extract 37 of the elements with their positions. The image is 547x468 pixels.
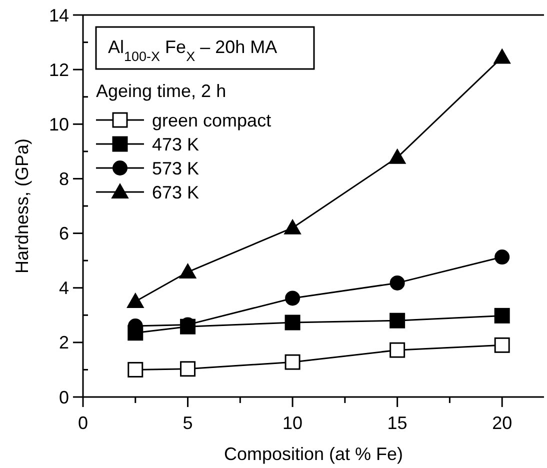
y-tick-label: 6 xyxy=(58,224,69,244)
annotation: Al$_{100-X}$ Fe$_{X}$ – 20h MA xyxy=(108,37,278,64)
point xyxy=(390,342,406,358)
point xyxy=(494,308,510,324)
point xyxy=(128,362,144,378)
x-tick-label: 15 xyxy=(387,413,408,433)
point xyxy=(494,48,511,64)
point xyxy=(179,264,196,279)
legend-label: 473 K xyxy=(152,134,200,154)
legend-label: 573 K xyxy=(152,158,200,178)
point xyxy=(390,312,406,328)
x-tick-label: 20 xyxy=(492,413,512,433)
point xyxy=(390,275,405,290)
y-tick-label: 12 xyxy=(48,60,69,80)
x-tick-label: 10 xyxy=(282,413,303,433)
legend-label: 673 K xyxy=(152,182,200,202)
y-axis-title: Hardness, (GPa) xyxy=(12,138,32,274)
y-tick-label: 8 xyxy=(58,169,69,190)
point xyxy=(180,361,196,377)
legend-title: Ageing time, 2 h xyxy=(96,81,226,101)
legend-label: green compact xyxy=(152,110,272,130)
y-tick-label: 14 xyxy=(48,5,69,26)
x-tick-label: 0 xyxy=(78,413,88,433)
y-tick-label: 0 xyxy=(58,387,69,408)
point xyxy=(284,314,300,330)
point xyxy=(285,290,300,306)
point xyxy=(284,219,302,234)
y-tick-label: 4 xyxy=(58,278,69,298)
point xyxy=(388,148,406,164)
x-tick-label: 5 xyxy=(182,413,193,433)
point xyxy=(494,250,510,265)
point xyxy=(494,337,510,353)
y-tick-label: 2 xyxy=(58,332,69,353)
y-tick-label: 10 xyxy=(48,114,69,134)
point xyxy=(126,293,144,308)
x-axis-title: Composition (at % Fe) xyxy=(224,444,404,464)
point xyxy=(284,354,300,370)
